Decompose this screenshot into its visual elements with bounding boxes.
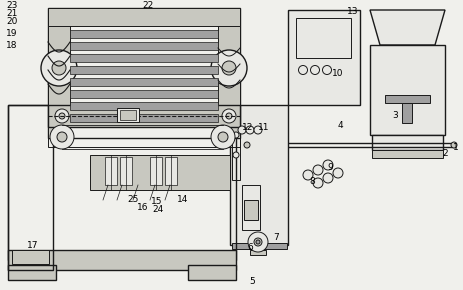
Bar	[232, 243, 287, 249]
Circle shape	[303, 170, 313, 180]
Circle shape	[211, 125, 235, 149]
Text: 17: 17	[27, 240, 39, 249]
Bar	[48, 8, 240, 26]
Bar	[218, 8, 240, 138]
Text: 11: 11	[258, 122, 270, 131]
Bar	[70, 54, 218, 62]
Text: 5: 5	[249, 278, 255, 287]
Text: 6: 6	[247, 244, 253, 253]
Circle shape	[52, 61, 66, 75]
Polygon shape	[370, 10, 445, 45]
Bar	[232, 130, 240, 180]
Bar	[288, 10, 360, 105]
Circle shape	[323, 160, 333, 170]
Bar	[120, 157, 132, 185]
Text: 10: 10	[332, 68, 344, 77]
Circle shape	[211, 50, 247, 86]
Circle shape	[254, 126, 262, 134]
Bar	[8, 265, 56, 280]
Circle shape	[233, 152, 239, 158]
Bar	[372, 150, 443, 158]
Bar	[70, 90, 218, 98]
Circle shape	[333, 168, 343, 178]
Bar	[296, 18, 351, 58]
Text: 13: 13	[347, 8, 359, 17]
Bar	[70, 30, 218, 38]
Bar	[70, 114, 218, 122]
Bar	[188, 265, 236, 280]
Text: 15: 15	[151, 197, 163, 206]
Bar	[70, 78, 218, 86]
Bar	[244, 200, 258, 220]
Circle shape	[222, 61, 236, 75]
Circle shape	[248, 232, 268, 252]
Circle shape	[238, 126, 246, 134]
Text: 1: 1	[453, 144, 459, 153]
Bar	[370, 45, 445, 135]
Circle shape	[323, 173, 333, 183]
Circle shape	[311, 66, 319, 75]
Bar	[385, 95, 430, 103]
Bar	[70, 102, 218, 110]
Circle shape	[41, 50, 77, 86]
Text: 8: 8	[309, 177, 315, 186]
Text: 19: 19	[6, 30, 18, 39]
Text: 9: 9	[327, 164, 333, 173]
Bar	[12, 250, 49, 264]
Circle shape	[218, 132, 228, 142]
Circle shape	[246, 126, 254, 134]
Bar	[150, 157, 162, 185]
Bar	[120, 110, 136, 120]
Bar	[165, 157, 177, 185]
Circle shape	[313, 178, 323, 188]
Bar	[90, 155, 230, 190]
Text: 12: 12	[242, 122, 254, 131]
Bar	[48, 8, 70, 138]
Text: 4: 4	[337, 121, 343, 130]
Bar	[48, 127, 240, 147]
Circle shape	[233, 132, 239, 138]
Bar	[402, 103, 412, 123]
Bar	[8, 250, 236, 270]
Text: 3: 3	[392, 110, 398, 119]
Bar	[8, 105, 236, 260]
Circle shape	[254, 238, 262, 246]
Circle shape	[222, 109, 236, 123]
Bar	[8, 105, 53, 270]
Circle shape	[244, 142, 250, 148]
Text: 21: 21	[6, 10, 18, 19]
Bar	[250, 250, 266, 255]
Circle shape	[256, 240, 260, 244]
Circle shape	[313, 165, 323, 175]
Bar	[105, 157, 117, 185]
Text: 20: 20	[6, 17, 18, 26]
Bar	[70, 66, 218, 74]
Text: 23: 23	[6, 1, 18, 10]
Text: 25: 25	[127, 195, 139, 204]
Circle shape	[323, 66, 332, 75]
Circle shape	[55, 109, 69, 123]
Text: 14: 14	[177, 195, 189, 204]
Circle shape	[451, 142, 457, 148]
Bar	[70, 42, 218, 50]
Bar	[230, 105, 288, 245]
Text: 18: 18	[6, 41, 18, 50]
Text: 24: 24	[152, 206, 163, 215]
Circle shape	[226, 113, 232, 119]
Circle shape	[299, 66, 307, 75]
Bar	[48, 105, 240, 127]
Bar	[372, 135, 443, 150]
Bar	[117, 108, 139, 122]
Text: 2: 2	[442, 148, 448, 157]
Bar	[48, 8, 240, 138]
Circle shape	[59, 113, 65, 119]
Circle shape	[50, 125, 74, 149]
Text: 22: 22	[143, 1, 154, 10]
Bar	[242, 185, 260, 230]
Text: 7: 7	[273, 233, 279, 242]
Circle shape	[57, 132, 67, 142]
Text: 16: 16	[137, 204, 149, 213]
